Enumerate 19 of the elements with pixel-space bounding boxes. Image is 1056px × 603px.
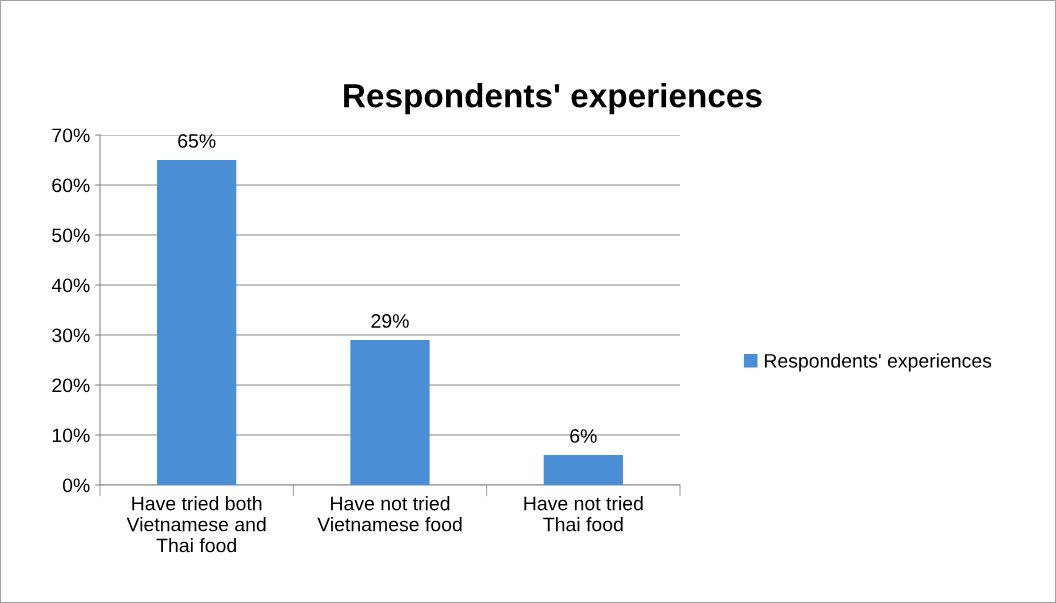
y-tick-label: 70%	[52, 128, 90, 143]
legend-label: Respondents' experiences	[764, 353, 992, 372]
data-label: 65%	[178, 134, 216, 148]
y-tick-label: 10%	[52, 428, 90, 443]
y-tick-label: 20%	[52, 378, 90, 393]
x-tick-label: Have tried both Vietnamese and Thai food	[126, 496, 266, 553]
y-tick-label: 40%	[51, 278, 90, 293]
bar	[543, 455, 623, 485]
y-tick-label: 50%	[52, 228, 90, 243]
bar	[350, 340, 430, 485]
x-tick-label: Have not tried Thai food	[524, 496, 643, 532]
bar	[157, 160, 237, 485]
x-tick-label: Have not tried Vietnamese food	[317, 496, 462, 532]
y-tick-label: 60%	[52, 178, 90, 193]
y-tick-label: 30%	[52, 328, 90, 343]
chart-title: Respondents' experiences	[344, 83, 762, 115]
data-label: 29%	[371, 314, 409, 328]
data-label: 6%	[570, 429, 597, 443]
y-tick-label: 0%	[62, 478, 90, 493]
